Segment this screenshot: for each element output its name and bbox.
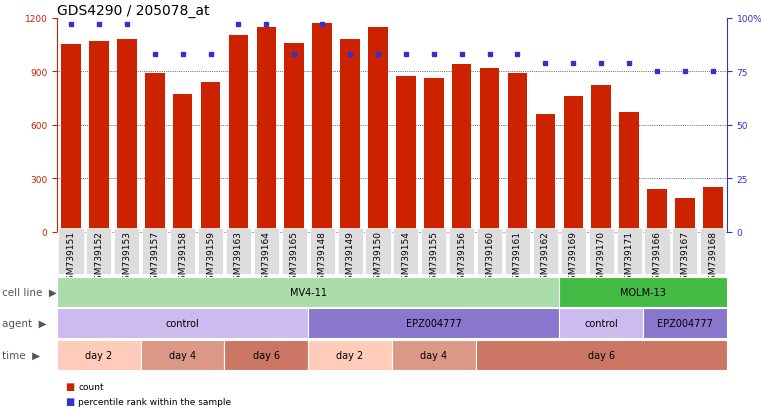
Text: GSM739153: GSM739153 [123,231,132,286]
Bar [479,69,499,232]
Bar [424,79,444,232]
Text: count: count [78,382,104,391]
Text: GSM739164: GSM739164 [262,231,271,285]
Text: day 2: day 2 [85,350,113,360]
Bar [170,229,195,275]
Text: MV4-11: MV4-11 [290,287,326,297]
Text: GSM739165: GSM739165 [290,231,299,286]
Text: control: control [166,318,199,328]
Text: GSM739171: GSM739171 [625,231,634,286]
Bar [393,229,419,275]
Bar [508,74,527,232]
Text: EPZ004777: EPZ004777 [406,318,462,328]
Bar [703,188,722,232]
Text: GSM739161: GSM739161 [513,231,522,286]
Bar [253,229,279,275]
Bar [198,229,223,275]
Bar [228,36,248,232]
Text: GSM739159: GSM739159 [206,231,215,286]
Text: day 4: day 4 [420,350,447,360]
Bar [117,40,136,232]
Text: cell line  ▶: cell line ▶ [2,287,56,297]
Bar [619,113,638,232]
Text: time  ▶: time ▶ [2,350,40,360]
Text: day 2: day 2 [336,350,364,360]
Bar [673,229,697,275]
Text: ■: ■ [65,381,74,391]
Bar [422,229,446,275]
Bar [312,24,332,232]
Text: GSM739149: GSM739149 [345,231,355,285]
Bar [226,229,251,275]
Bar [282,229,307,275]
Text: GSM739154: GSM739154 [401,231,410,285]
Text: GSM739162: GSM739162 [541,231,550,285]
Text: GSM739157: GSM739157 [150,231,159,286]
Bar [647,190,667,232]
Bar [285,43,304,232]
Bar [114,229,139,275]
Text: GSM739166: GSM739166 [652,231,661,286]
Bar [201,83,220,232]
Bar [86,229,111,275]
Bar [142,229,167,275]
Text: control: control [584,318,618,328]
Text: GSM739148: GSM739148 [317,231,326,285]
Text: GSM739158: GSM739158 [178,231,187,286]
Text: day 4: day 4 [169,350,196,360]
Bar [256,28,276,232]
Bar [396,77,416,232]
Bar [145,74,164,232]
Text: GSM739156: GSM739156 [457,231,466,286]
Bar [563,97,583,232]
Text: day 6: day 6 [253,350,280,360]
Bar [310,229,335,275]
Text: EPZ004777: EPZ004777 [657,318,713,328]
Bar [337,229,362,275]
Bar [61,45,81,232]
Bar [452,65,471,232]
Bar [365,229,390,275]
Text: GDS4290 / 205078_at: GDS4290 / 205078_at [57,4,209,18]
Bar [173,95,193,232]
Text: GSM739167: GSM739167 [680,231,689,286]
Bar [89,42,109,232]
Bar [700,229,725,275]
Bar [645,229,670,275]
Text: GSM739163: GSM739163 [234,231,243,286]
Bar [588,229,613,275]
Text: GSM739150: GSM739150 [374,231,383,286]
Bar [340,40,360,232]
Bar [477,229,502,275]
Text: GSM739152: GSM739152 [94,231,103,285]
Text: GSM739151: GSM739151 [66,231,75,286]
Text: agent  ▶: agent ▶ [2,318,46,328]
Bar [368,28,387,232]
Bar [591,86,611,232]
Bar [675,198,695,232]
Text: GSM739155: GSM739155 [429,231,438,286]
Text: GSM739160: GSM739160 [485,231,494,286]
Bar [561,229,586,275]
Text: MOLM-13: MOLM-13 [620,287,666,297]
Text: GSM739170: GSM739170 [597,231,606,286]
Bar [59,229,84,275]
Text: GSM739168: GSM739168 [708,231,718,286]
Text: percentile rank within the sample: percentile rank within the sample [78,397,231,406]
Bar [616,229,642,275]
Text: GSM739169: GSM739169 [568,231,578,286]
Text: ■: ■ [65,396,74,406]
Text: day 6: day 6 [587,350,615,360]
Bar [505,229,530,275]
Bar [536,115,555,232]
Bar [533,229,558,275]
Bar [449,229,474,275]
